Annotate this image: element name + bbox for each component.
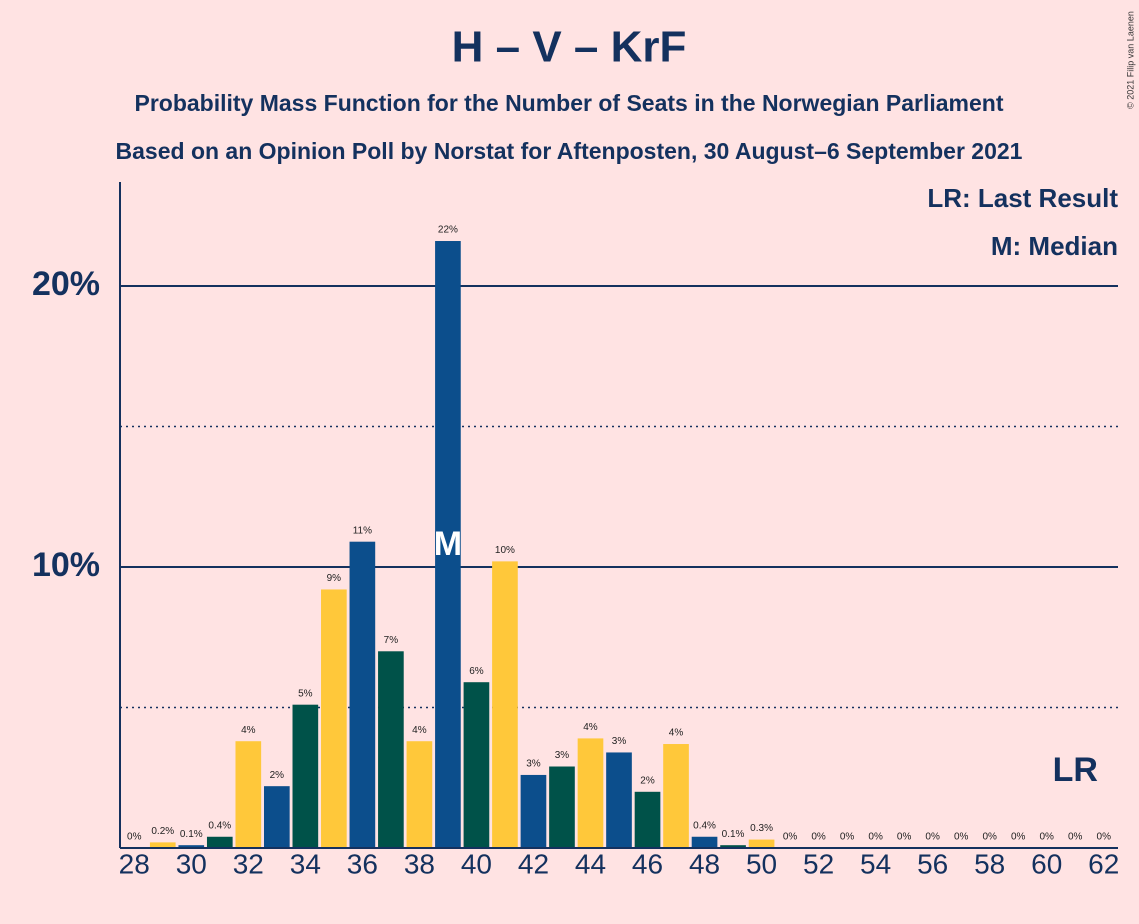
bar bbox=[520, 774, 547, 848]
bar bbox=[263, 786, 290, 848]
bar bbox=[378, 651, 404, 848]
copyright: © 2021 Filip van Laenen bbox=[1125, 11, 1135, 109]
bar bbox=[463, 682, 490, 848]
x-tick-label: 42 bbox=[518, 848, 549, 879]
value-label: 0% bbox=[1039, 832, 1054, 843]
value-label: 0.2% bbox=[151, 826, 174, 837]
bar bbox=[178, 845, 205, 848]
bar bbox=[663, 744, 689, 848]
bar bbox=[321, 589, 347, 848]
value-label: 4% bbox=[669, 728, 684, 739]
value-label: 0.1% bbox=[722, 829, 745, 840]
value-label: 4% bbox=[412, 725, 427, 736]
value-label: 0% bbox=[1097, 832, 1112, 843]
x-tick-label: 56 bbox=[917, 848, 948, 879]
value-label: 0.1% bbox=[180, 829, 203, 840]
value-label: 0% bbox=[811, 832, 826, 843]
value-label: 3% bbox=[526, 759, 541, 770]
y-tick-label: 20% bbox=[32, 265, 100, 303]
value-label: 2% bbox=[640, 775, 655, 786]
value-label: 2% bbox=[270, 770, 285, 781]
value-label: 0% bbox=[840, 832, 855, 843]
value-label: 7% bbox=[384, 635, 399, 646]
bar bbox=[549, 766, 575, 848]
bar bbox=[748, 839, 775, 848]
value-label: 10% bbox=[495, 545, 515, 556]
legend-entry: M: Median bbox=[991, 231, 1118, 261]
bar bbox=[606, 752, 632, 848]
value-label: 0% bbox=[127, 832, 142, 843]
bar bbox=[577, 738, 604, 848]
value-label: 0% bbox=[868, 832, 883, 843]
x-tick-label: 28 bbox=[119, 848, 150, 879]
bar bbox=[492, 561, 518, 848]
bar bbox=[206, 836, 233, 848]
x-tick-label: 48 bbox=[689, 848, 720, 879]
chart-subtitle: Based on an Opinion Poll by Norstat for … bbox=[116, 138, 1023, 164]
x-tick-label: 38 bbox=[404, 848, 435, 879]
value-label: 11% bbox=[353, 525, 372, 536]
bar bbox=[634, 791, 661, 848]
value-label: 0% bbox=[897, 832, 912, 843]
x-tick-label: 34 bbox=[290, 848, 321, 879]
x-tick-label: 58 bbox=[974, 848, 1005, 879]
x-tick-label: 60 bbox=[1031, 848, 1062, 879]
value-label: 22% bbox=[438, 225, 458, 236]
value-label: 9% bbox=[327, 573, 342, 584]
value-label: 0.4% bbox=[693, 820, 716, 831]
x-tick-label: 52 bbox=[803, 848, 834, 879]
value-label: 4% bbox=[241, 725, 256, 736]
last-result-marker: LR bbox=[1053, 751, 1098, 789]
value-label: 0.3% bbox=[750, 823, 773, 834]
x-tick-label: 50 bbox=[746, 848, 777, 879]
x-tick-label: 44 bbox=[575, 848, 606, 879]
value-label: 3% bbox=[612, 736, 627, 747]
bar bbox=[435, 241, 461, 848]
value-label: 0% bbox=[783, 832, 798, 843]
bar bbox=[691, 836, 718, 848]
value-label: 0% bbox=[925, 832, 940, 843]
chart-title: H – V – KrF bbox=[452, 23, 687, 72]
x-tick-label: 30 bbox=[176, 848, 207, 879]
x-tick-label: 54 bbox=[860, 848, 891, 879]
x-tick-label: 40 bbox=[461, 848, 492, 879]
median-marker: M bbox=[434, 525, 462, 563]
value-label: 0% bbox=[1068, 832, 1083, 843]
x-tick-label: 46 bbox=[632, 848, 663, 879]
value-label: 4% bbox=[583, 722, 598, 733]
chart-subtitle: Probability Mass Function for the Number… bbox=[134, 90, 1003, 116]
legend-entry: LR: Last Result bbox=[927, 183, 1118, 213]
bar bbox=[349, 541, 376, 848]
value-label: 0% bbox=[954, 832, 969, 843]
value-label: 3% bbox=[555, 750, 570, 761]
value-label: 5% bbox=[298, 688, 313, 699]
value-label: 0.4% bbox=[208, 820, 231, 831]
value-label: 0% bbox=[982, 832, 997, 843]
value-label: 0% bbox=[1011, 832, 1026, 843]
bar bbox=[406, 741, 433, 848]
x-tick-label: 32 bbox=[233, 848, 264, 879]
x-tick-label: 62 bbox=[1088, 848, 1119, 879]
y-tick-label: 10% bbox=[32, 546, 100, 584]
bar bbox=[149, 842, 176, 848]
x-tick-label: 36 bbox=[347, 848, 378, 879]
value-label: 6% bbox=[469, 666, 484, 677]
bar bbox=[292, 704, 319, 848]
bar bbox=[720, 845, 746, 848]
bar bbox=[235, 741, 262, 848]
